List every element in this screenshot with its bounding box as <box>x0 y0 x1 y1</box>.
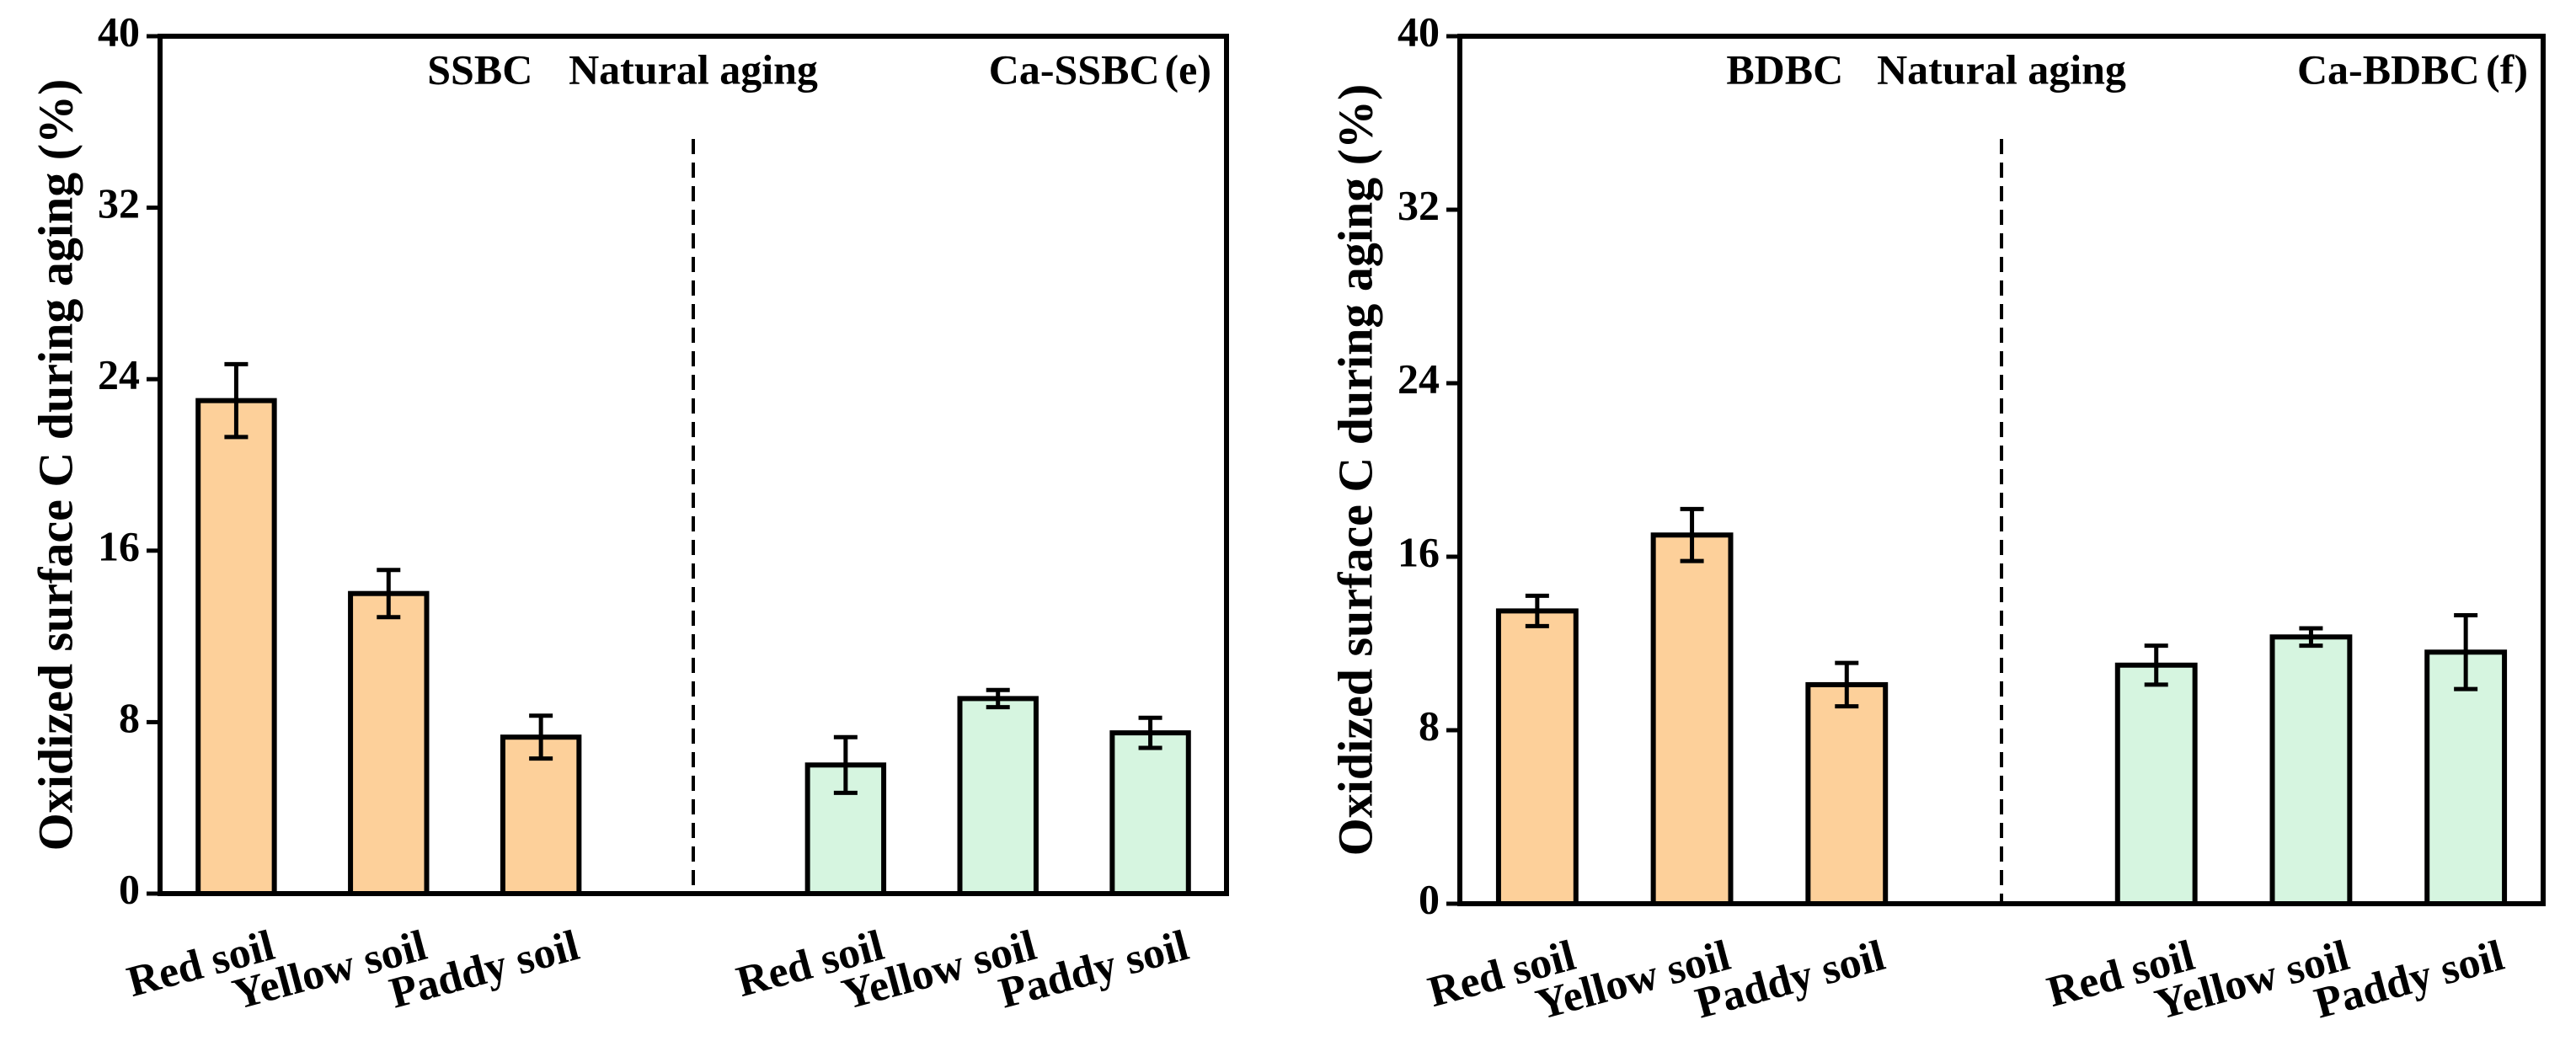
error-bar <box>833 734 858 795</box>
group-label: Ca-BDBC <box>2297 45 2480 93</box>
bar <box>195 398 277 896</box>
error-bar <box>1835 660 1859 709</box>
error-bar <box>1680 506 1704 563</box>
bar <box>2114 662 2198 906</box>
bar <box>2424 649 2508 906</box>
y-tick-label: 0 <box>1419 875 1440 922</box>
panel-label: (e) <box>1165 45 1212 93</box>
y-tick-label: 16 <box>98 522 140 569</box>
bar <box>1650 532 1734 906</box>
error-bar <box>529 713 553 761</box>
error-bar <box>1525 593 1549 628</box>
y-tick-label: 40 <box>98 8 140 55</box>
annotation: Natural aging <box>569 45 818 93</box>
plot-frame <box>1457 34 2546 906</box>
group-label: BDBC <box>1726 45 1843 93</box>
error-bar <box>2299 626 2323 649</box>
bar <box>348 590 430 896</box>
y-tick-label: 24 <box>98 351 140 398</box>
bar <box>1805 681 1889 906</box>
y-tick-label: 24 <box>1398 355 1440 402</box>
y-tick-label: 32 <box>1398 181 1440 228</box>
y-tick-label: 8 <box>119 694 140 741</box>
y-tick-label: 8 <box>1419 702 1440 749</box>
y-tick-label: 40 <box>1398 8 1440 55</box>
error-bar <box>2454 613 2478 691</box>
bar <box>1109 730 1191 896</box>
y-tick-label: 0 <box>119 865 140 912</box>
bar <box>1495 608 1579 906</box>
bar <box>2269 634 2353 907</box>
error-bar <box>224 361 249 440</box>
y-tick-label: 32 <box>98 179 140 227</box>
plot-frame <box>158 34 1229 896</box>
bar <box>957 696 1039 897</box>
error-bar <box>2144 643 2168 687</box>
error-bar <box>986 687 1010 710</box>
y-axis-label: Oxidized surface C during aging (%) <box>1328 84 1382 857</box>
group-label: Ca-SSBC <box>989 45 1160 93</box>
panel-label: (f) <box>2486 45 2528 93</box>
annotation: Natural aging <box>1877 45 2126 93</box>
error-bar <box>1138 715 1162 750</box>
y-axis-label: Oxidized surface C during aging (%) <box>28 79 83 851</box>
group-label: SSBC <box>427 45 532 93</box>
y-tick-label: 16 <box>1398 528 1440 575</box>
error-bar <box>377 568 401 620</box>
